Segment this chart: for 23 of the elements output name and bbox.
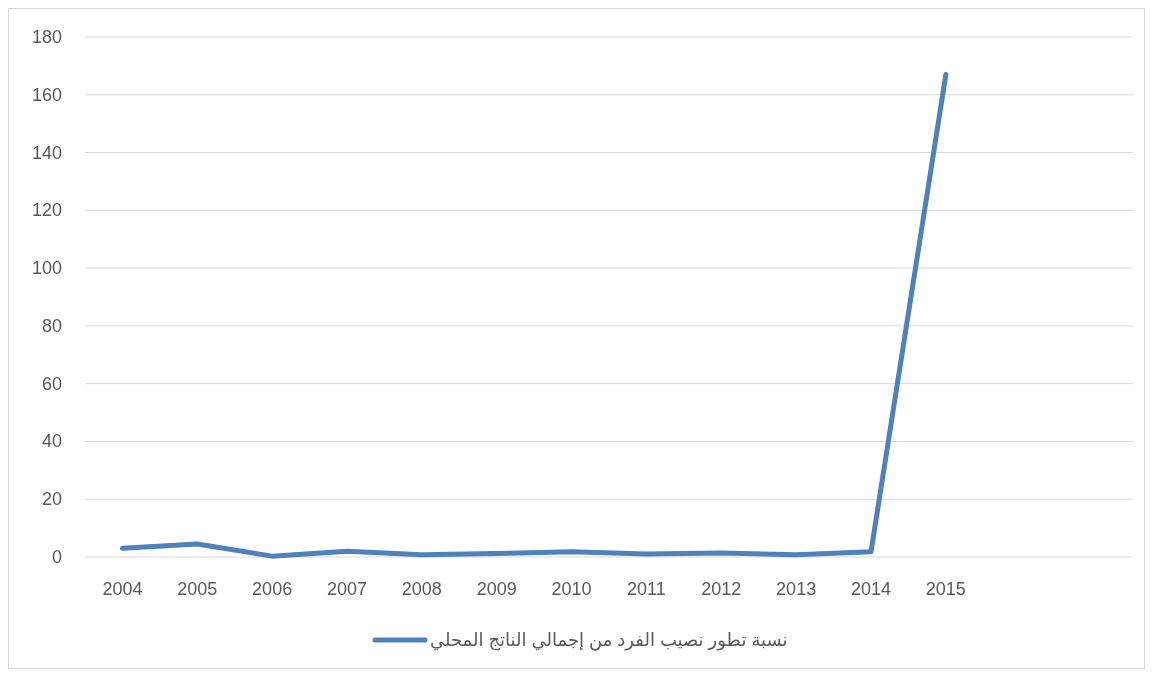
- legend-label: نسبة تطور نصيب الفرد من إجمالي الناتج المحلي: [430, 630, 788, 651]
- x-tick-label: 2012: [701, 579, 742, 599]
- y-tick-label: 20: [41, 489, 62, 510]
- y-tick-label: 100: [31, 258, 62, 279]
- y-tick-label: 120: [31, 200, 62, 221]
- x-tick-label: 2014: [850, 579, 892, 599]
- y-tick-label: 160: [31, 84, 62, 105]
- x-tick-label: 2011: [627, 579, 666, 599]
- x-tick-label: 2004: [102, 579, 143, 599]
- x-tick-label: 2009: [476, 579, 517, 599]
- y-tick-label: 80: [41, 315, 62, 336]
- y-tick-label: 180: [31, 27, 62, 47]
- y-tick-label: 140: [31, 142, 62, 163]
- x-tick-label: 2010: [551, 579, 592, 599]
- x-tick-label: 2013: [776, 579, 817, 599]
- x-tick-label: 2005: [177, 579, 218, 599]
- x-tick-label: 2015: [925, 579, 966, 599]
- x-tick-label: 2008: [401, 579, 442, 599]
- x-tick-label: 2006: [252, 579, 293, 599]
- y-tick-label: 0: [51, 547, 62, 567]
- x-tick-label: 2007: [326, 579, 368, 599]
- y-tick-label: 60: [41, 373, 62, 394]
- y-tick-label: 40: [41, 431, 62, 452]
